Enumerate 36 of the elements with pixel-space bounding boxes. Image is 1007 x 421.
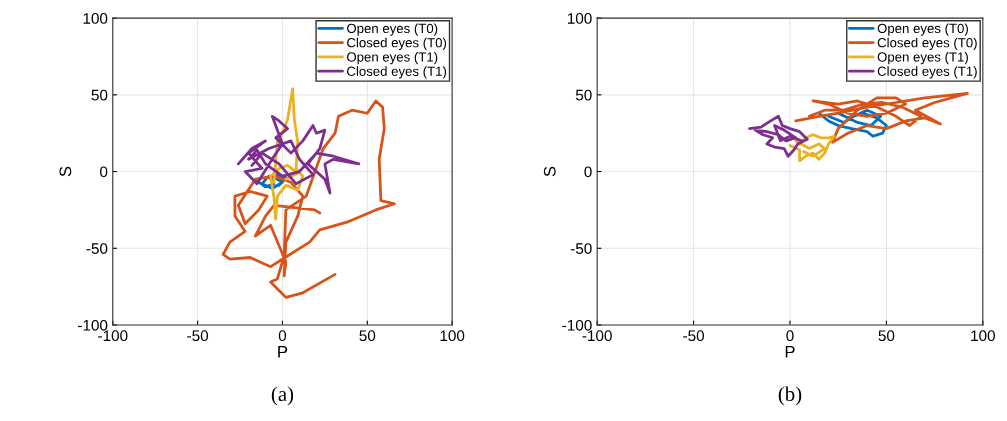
y-tick-label: -100 [562, 319, 592, 331]
y-tick-label: -50 [86, 243, 108, 254]
x-axis-title: P [785, 346, 795, 358]
line-series [748, 114, 809, 158]
legend-label: Closed eyes (T0) [877, 37, 977, 50]
y-tick-label: -50 [570, 243, 592, 254]
y-tick-label: 100 [567, 12, 592, 24]
text: (b) [778, 386, 802, 406]
legend-label: Closed eyes (T0) [347, 37, 447, 50]
legend-label: Closed eyes (T1) [347, 66, 447, 79]
x-axis-title: P [278, 346, 288, 358]
line-series [794, 91, 969, 144]
y-tick-label: 0 [584, 166, 592, 178]
line-series [221, 99, 396, 299]
y-axis-title: S [543, 166, 556, 177]
x-tick-label: 0 [278, 330, 287, 342]
legend-label: Open eyes (T0) [877, 23, 968, 36]
x-tick-label: 50 [359, 330, 376, 342]
x-tick-label: 50 [878, 330, 895, 342]
text: (a) [271, 386, 294, 406]
x-tick-label: -50 [187, 330, 209, 342]
line-series [236, 114, 361, 195]
legend-label: Open eyes (T1) [347, 51, 438, 65]
y-tick-label: 50 [91, 89, 108, 101]
x-tick-label: 0 [786, 330, 794, 342]
legend-label: Open eyes (T0) [347, 23, 438, 36]
legend-label: Open eyes (T1) [877, 51, 968, 65]
y-tick-label: 0 [100, 166, 108, 178]
x-tick-label: 100 [440, 330, 465, 342]
y-tick-label: -100 [78, 319, 108, 331]
y-axis-title: S [59, 166, 72, 177]
legend-label: Closed eyes (T1) [877, 66, 977, 79]
y-tick-label: 100 [83, 12, 108, 24]
y-tick-label: 50 [575, 89, 592, 101]
x-tick-label: -50 [683, 330, 705, 342]
x-tick-label: 100 [971, 330, 995, 342]
